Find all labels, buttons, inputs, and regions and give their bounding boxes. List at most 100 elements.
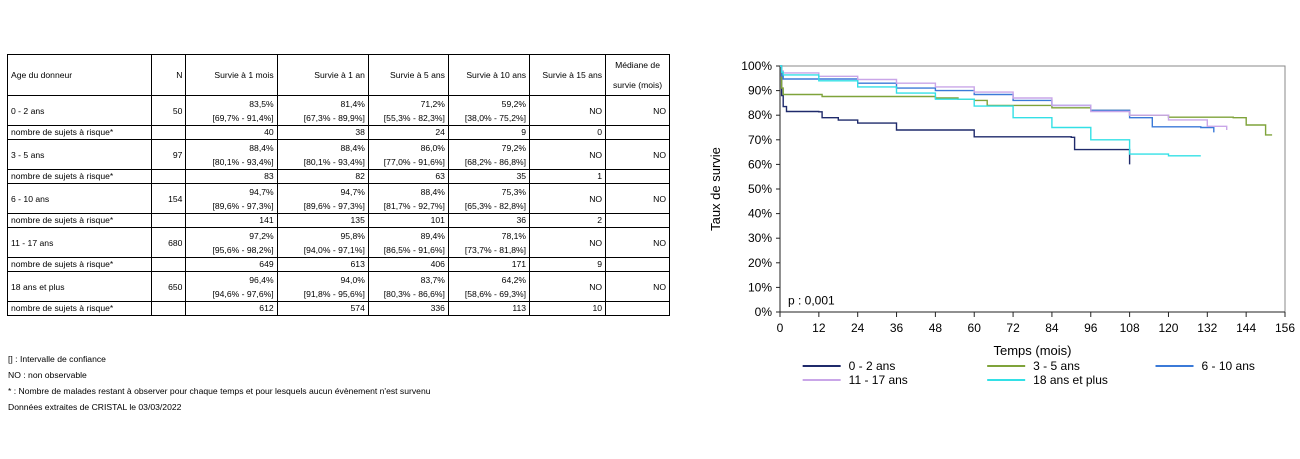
y-tick-label: 60% (748, 157, 772, 171)
legend-label: 11 - 17 ans (849, 373, 908, 387)
survival-cell: 83,7% [80,3% - 86,6%] (367, 271, 449, 302)
median-survival: NO (605, 227, 670, 258)
survival-cell: 71,2% [55,3% - 82,3%] (367, 95, 449, 126)
survival-ci: [81,7% - 92,7%] (383, 201, 445, 211)
at-risk-empty (150, 169, 187, 184)
y-tick-label: 0% (755, 305, 773, 319)
survival-ci: [80,1% - 93,4%] (212, 157, 274, 167)
x-tick-label: 72 (1006, 321, 1020, 335)
age-group-label: 18 ans et plus (7, 271, 152, 302)
survival-cell: 88,4% [80,1% - 93,4%] (185, 139, 278, 170)
series-line-5 (780, 65, 1201, 157)
survival-cell: 94,7% [89,6% - 97,3%] (276, 183, 369, 214)
x-tick-label: 96 (1084, 321, 1098, 335)
footnote-at-risk: * : Nombre de malades restant à observer… (8, 386, 431, 396)
at-risk-value: 38 (276, 125, 369, 140)
survival-ci: [58,6% - 69,3%] (464, 289, 527, 299)
survival-cell: 79,2% [68,2% - 86,8%] (447, 139, 531, 170)
at-risk-row: nombre de sujets à risque* 649 613 406 171 9 (7, 257, 670, 272)
at-risk-value: 141 (185, 213, 278, 228)
table-row: 6 - 10 ans 154 94,7% [89,6% - 97,3%] 94,7% [8… (7, 183, 670, 214)
x-tick-label: 60 (968, 321, 982, 335)
table-row: 3 - 5 ans 97 88,4% [80,1% - 93,4%] 88,4% [80,… (7, 139, 670, 170)
x-tick-label: 0 (777, 321, 784, 335)
x-tick-label: 156 (1275, 321, 1295, 335)
at-risk-empty (605, 125, 670, 140)
at-risk-value: 63 (367, 169, 449, 184)
footnote-ci: [] : Intervalle de confiance (8, 354, 106, 364)
survival-value: 59,2% (501, 99, 527, 109)
x-tick-label: 144 (1236, 321, 1256, 335)
at-risk-empty (150, 301, 187, 316)
survival-ci: [94,0% - 97,1%] (303, 245, 365, 255)
at-risk-value: 1 (529, 169, 607, 184)
at-risk-value: 613 (276, 257, 369, 272)
x-tick-label: 24 (851, 321, 865, 335)
survival-value: 78,1% (501, 231, 527, 241)
legend-label: 18 ans et plus (1033, 373, 1108, 387)
at-risk-value: 0 (529, 125, 607, 140)
at-risk-label: nombre de sujets à risque* (7, 257, 152, 272)
at-risk-value: 113 (447, 301, 531, 316)
at-risk-empty (605, 169, 670, 184)
survival-15y: NO (529, 95, 607, 126)
at-risk-row: nombre de sujets à risque* 40 38 24 9 0 (7, 125, 670, 140)
p-value-annotation: p : 0,001 (788, 294, 835, 308)
age-group-label: 0 - 2 ans (7, 95, 152, 126)
survival-cell: 75,3% [65,3% - 82,8%] (447, 183, 531, 214)
legend-label: 3 - 5 ans (1033, 359, 1080, 373)
y-tick-label: 50% (748, 182, 772, 196)
table-row: 18 ans et plus 650 96,4% [94,6% - 97,6%] 94,… (7, 271, 670, 302)
at-risk-empty (150, 125, 187, 140)
at-risk-label: nombre de sujets à risque* (7, 169, 152, 184)
series-line-1 (780, 65, 1131, 165)
x-tick-label: 108 (1120, 321, 1140, 335)
survival-15y: NO (529, 139, 607, 170)
at-risk-value: 36 (447, 213, 531, 228)
survival-cell: 94,0% [91,8% - 95,6%] (276, 271, 369, 302)
survival-ci: [95,6% - 98,2%] (212, 245, 274, 255)
y-tick-label: 30% (748, 231, 772, 245)
y-tick-label: 70% (748, 133, 772, 147)
header-survival-1m: Survie à 1 mois (185, 54, 278, 96)
survival-ci: [69,7% - 91,4%] (212, 113, 274, 123)
survival-ci: [80,1% - 93,4%] (303, 157, 365, 167)
at-risk-value: 101 (367, 213, 449, 228)
survival-value: 88,4% (340, 143, 365, 153)
at-risk-value: 612 (185, 301, 278, 316)
y-axis-label: Taux de survie (708, 147, 723, 231)
survival-cell: 83,5% [69,7% - 91,4%] (185, 95, 278, 126)
survival-value: 71,2% (420, 99, 445, 109)
plot-frame (779, 65, 1286, 313)
table-row: 11 - 17 ans 680 97,2% [95,6% - 98,2%] 95,8% [… (7, 227, 670, 258)
survival-ci: [89,6% - 97,3%] (212, 201, 274, 211)
at-risk-value: 9 (447, 125, 531, 140)
survival-value: 94,7% (249, 187, 274, 197)
at-risk-value: 574 (276, 301, 369, 316)
survival-value: 95,8% (340, 231, 365, 241)
at-risk-label: nombre de sujets à risque* (7, 125, 152, 140)
survival-cell: 96,4% [94,6% - 97,6%] (185, 271, 278, 302)
legend-label: 6 - 10 ans (1202, 359, 1255, 373)
header-age: Age du donneur (7, 54, 152, 96)
survival-value: 94,7% (340, 187, 365, 197)
survival-cell: 94,7% [89,6% - 97,3%] (185, 183, 278, 214)
survival-ci: [77,0% - 91,6%] (383, 157, 445, 167)
footnote-source: Données extraites de CRISTAL le 03/03/20… (8, 402, 182, 412)
x-tick-label: 12 (812, 321, 826, 335)
at-risk-value: 9 (529, 257, 607, 272)
header-survival-15y: Survie à 15 ans (529, 54, 607, 96)
survival-cell: 81,4% [67,3% - 89,9%] (276, 95, 369, 126)
at-risk-value: 82 (276, 169, 369, 184)
survival-value: 97,2% (249, 231, 274, 241)
x-tick-label: 36 (890, 321, 904, 335)
survival-value: 88,4% (249, 143, 274, 153)
header-survival-5y: Survie à 5 ans (367, 54, 449, 96)
at-risk-empty (150, 257, 187, 272)
at-risk-empty (605, 213, 670, 228)
at-risk-value: 171 (447, 257, 531, 272)
y-tick-label: 20% (748, 256, 772, 270)
survival-ci: [65,3% - 82,8%] (464, 201, 527, 211)
series-line-2 (780, 65, 1273, 136)
y-tick-label: 10% (748, 280, 772, 294)
